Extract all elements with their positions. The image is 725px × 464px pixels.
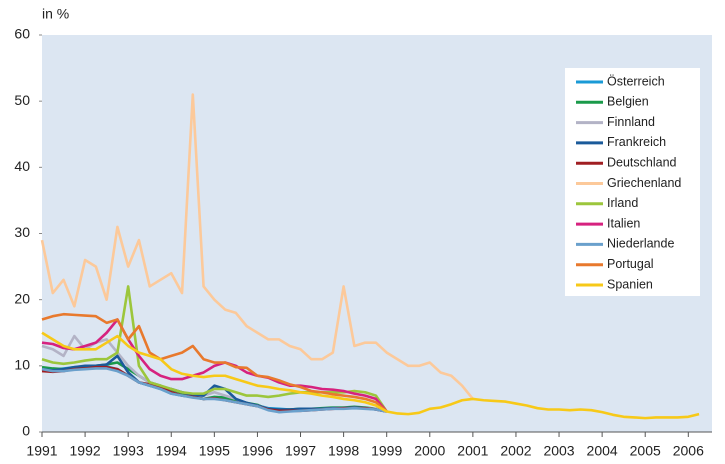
x-tick-label: 1996	[242, 443, 273, 459]
series-line	[41, 367, 387, 414]
x-tick-label: 2000	[414, 443, 445, 459]
legend-label: Deutschland	[607, 155, 677, 169]
series-line	[41, 331, 700, 420]
legend-label: Niederlande	[607, 237, 674, 251]
x-tick-label: 1992	[70, 443, 101, 459]
y-tick-label: 40	[14, 158, 30, 174]
x-tick-label: 1999	[371, 443, 402, 459]
x-tick-label: 2005	[630, 443, 661, 459]
x-tick-label: 2001	[457, 443, 488, 459]
legend-label: Finnland	[607, 115, 655, 129]
legend-label: Spanien	[607, 277, 653, 291]
legend-label: Frankreich	[607, 135, 666, 149]
x-tick-label: 1997	[285, 443, 316, 459]
x-tick-label: 1991	[26, 443, 57, 459]
x-tick-label: 1998	[328, 443, 359, 459]
series-line	[41, 318, 388, 413]
legend-label: Irland	[607, 196, 638, 210]
x-tick-label: 1995	[199, 443, 230, 459]
x-tick-label: 2002	[500, 443, 531, 459]
y-tick-label: 10	[14, 357, 30, 373]
y-axis-label: in %	[42, 6, 69, 22]
x-tick-label: 2003	[543, 443, 574, 459]
y-tick-label: 30	[14, 224, 30, 240]
series-line	[41, 312, 388, 413]
legend-label: Portugal	[607, 257, 654, 271]
y-tick-label: 50	[14, 92, 30, 108]
x-tick-label: 1994	[156, 443, 187, 459]
y-tick-label: 0	[22, 423, 30, 439]
legend-label: Belgien	[607, 95, 649, 109]
y-tick-label: 20	[14, 290, 30, 306]
legend-label: Italien	[607, 216, 640, 230]
legend-label: Griechenland	[607, 176, 681, 190]
y-tick-label: 60	[14, 26, 30, 42]
x-tick-label: 2006	[673, 443, 704, 459]
legend-label: Österreich	[607, 74, 665, 88]
x-tick-label: 1993	[113, 443, 144, 459]
series-line	[40, 93, 474, 400]
x-tick-label: 2004	[587, 443, 618, 459]
